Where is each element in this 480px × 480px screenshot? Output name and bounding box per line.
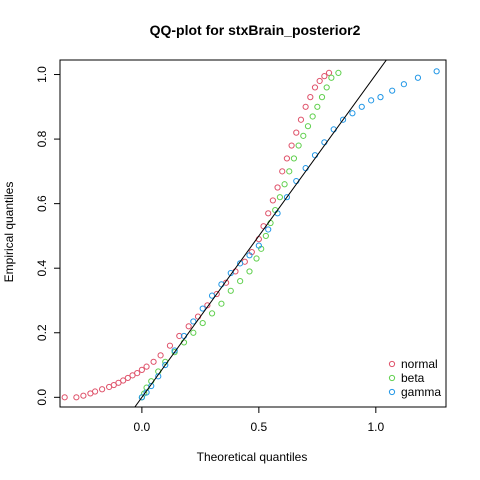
data-point-normal — [312, 85, 317, 90]
data-point-normal — [139, 367, 144, 372]
data-point-normal — [144, 364, 149, 369]
legend-marker-normal — [389, 361, 394, 366]
reference-line — [60, 0, 446, 480]
data-point-gamma — [359, 104, 364, 109]
data-point-beta — [329, 75, 334, 80]
data-point-normal — [317, 78, 322, 83]
chart-title: QQ-plot for stxBrain_posterior2 — [150, 22, 361, 38]
series-beta — [139, 70, 341, 400]
data-point-beta — [336, 70, 341, 75]
data-point-normal — [298, 117, 303, 122]
data-point-beta — [310, 114, 315, 119]
data-point-gamma — [350, 111, 355, 116]
data-point-beta — [191, 330, 196, 335]
plot-frame — [60, 60, 446, 407]
data-point-normal — [62, 395, 67, 400]
y-tick-label: 0.4 — [35, 260, 49, 277]
data-point-beta — [296, 143, 301, 148]
data-point-beta — [263, 233, 268, 238]
data-point-beta — [200, 320, 205, 325]
data-point-normal — [100, 387, 105, 392]
data-point-normal — [303, 104, 308, 109]
data-point-beta — [287, 169, 292, 174]
data-point-normal — [158, 353, 163, 358]
data-point-beta — [254, 256, 259, 261]
y-tick-label: 0.8 — [35, 130, 49, 147]
y-tick-label: 0.2 — [35, 324, 49, 341]
data-point-normal — [270, 198, 275, 203]
legend-marker-gamma — [389, 389, 394, 394]
data-point-beta — [291, 156, 296, 161]
data-point-normal — [289, 143, 294, 148]
data-point-normal — [266, 211, 271, 216]
data-point-normal — [294, 130, 299, 135]
data-point-beta — [305, 124, 310, 129]
data-point-beta — [301, 133, 306, 138]
data-point-beta — [319, 95, 324, 100]
x-tick-label: 1.0 — [367, 420, 384, 434]
legend-label-beta: beta — [401, 371, 425, 385]
legend-marker-beta — [389, 375, 394, 380]
y-tick-label: 0.6 — [35, 195, 49, 212]
data-point-gamma — [378, 95, 383, 100]
data-point-gamma — [401, 82, 406, 87]
data-point-gamma — [369, 98, 374, 103]
series-normal — [62, 70, 332, 400]
legend-label-normal: normal — [401, 357, 438, 371]
x-axis-label: Theoretical quantiles — [197, 450, 308, 464]
y-axis-label: Empirical quantiles — [2, 182, 16, 283]
y-tick-label: 0.0 — [35, 389, 49, 406]
data-point-normal — [308, 95, 313, 100]
data-point-normal — [151, 359, 156, 364]
data-point-beta — [324, 85, 329, 90]
data-point-beta — [209, 311, 214, 316]
x-tick-label: 0.0 — [134, 420, 151, 434]
legend-label-gamma: gamma — [401, 385, 441, 399]
data-point-gamma — [434, 69, 439, 74]
data-point-beta — [282, 182, 287, 187]
data-point-normal — [92, 389, 97, 394]
data-point-normal — [322, 74, 327, 79]
data-point-beta — [228, 288, 233, 293]
plot-layer: 0.0 0.5 1.0 0.0 0.2 0.4 0.6 0.8 1.0 normalbetagam… — [35, 0, 446, 480]
data-point-beta — [247, 269, 252, 274]
x-tick-label: 0.5 — [251, 420, 268, 434]
y-tick-label: 1.0 — [35, 66, 49, 83]
data-point-beta — [277, 195, 282, 200]
data-point-normal — [74, 395, 79, 400]
data-point-beta — [315, 104, 320, 109]
data-point-normal — [135, 371, 140, 376]
series-gamma — [139, 69, 439, 400]
data-point-gamma — [266, 227, 271, 232]
data-point-normal — [280, 169, 285, 174]
data-point-normal — [167, 343, 172, 348]
data-point-normal — [275, 185, 280, 190]
data-point-gamma — [415, 75, 420, 80]
data-point-normal — [186, 324, 191, 329]
data-point-beta — [219, 301, 224, 306]
data-point-normal — [284, 156, 289, 161]
data-point-normal — [81, 393, 86, 398]
data-point-beta — [238, 279, 243, 284]
data-point-gamma — [390, 88, 395, 93]
